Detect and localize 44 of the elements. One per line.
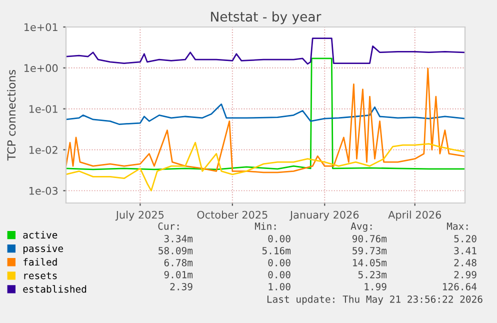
x-tick-label: April 2026: [388, 210, 442, 221]
text: 0.00: [268, 258, 290, 266]
y-axis-title: TCP connections: [7, 70, 16, 161]
legend-label: active: [23, 231, 58, 239]
y-tick-label: 1e-01: [29, 105, 58, 113]
text: 5.20: [454, 234, 476, 242]
text: Min:: [254, 222, 276, 230]
text: 5.16m: [262, 246, 291, 254]
text: 0.00: [268, 270, 290, 278]
text: 9.01m: [164, 270, 193, 278]
text: Avg:: [350, 222, 372, 232]
line-series: [66, 103, 465, 125]
text: Last update: Thu May 21 23:56:22 2026: [267, 295, 482, 305]
text: 0.00: [268, 234, 290, 242]
text: 2.48: [454, 258, 476, 266]
y-tick-label: 1e+01: [24, 23, 58, 32]
text: 59.73m: [352, 246, 387, 254]
text: 1.99: [364, 282, 386, 290]
legend-label: resets: [24, 272, 57, 280]
x-tick-label: July 2025: [115, 210, 164, 221]
text: 2.39: [170, 282, 192, 290]
y-tick-label: 1e-03: [29, 186, 58, 195]
text: 3.34m: [164, 234, 193, 242]
text: 58.09m: [158, 246, 193, 254]
text: 126.64: [443, 282, 477, 290]
text: 6.78m: [164, 258, 193, 266]
y-tick-label: 1e-02: [29, 146, 58, 154]
x-tick-label: October 2025: [197, 210, 268, 219]
text: 5.23m: [358, 270, 387, 278]
x-tick-label: January 2026: [289, 210, 359, 221]
y-tick-label: 1e+00: [24, 64, 58, 72]
text: 3.41: [454, 246, 476, 254]
text: 2.99: [454, 270, 476, 278]
text: Cur:: [158, 222, 179, 230]
chart-title: Netstat - by year: [211, 11, 322, 24]
text: 14.05m: [353, 258, 387, 266]
legend-label: established: [23, 285, 86, 293]
legend-label: passive: [23, 244, 63, 254]
text: Max:: [446, 222, 468, 230]
text: 90.76m: [352, 234, 387, 242]
legend-label: failed: [24, 258, 57, 266]
line-series: [66, 38, 465, 65]
text: 1.00: [268, 282, 290, 290]
line-series: [66, 142, 465, 192]
